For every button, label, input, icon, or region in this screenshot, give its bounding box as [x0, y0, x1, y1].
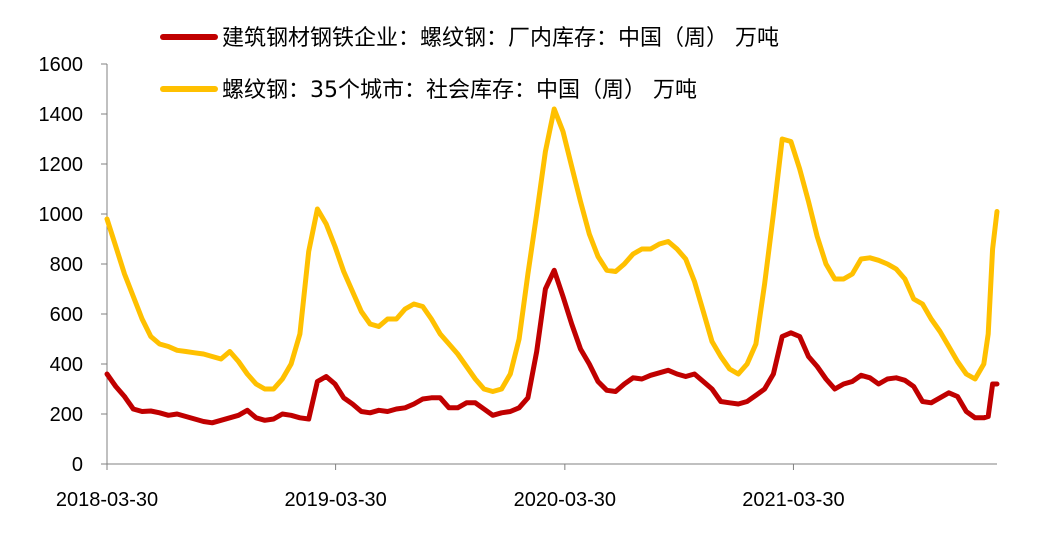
y-tick-label: 1400	[39, 104, 84, 126]
y-tick-label: 600	[50, 304, 83, 326]
x-tick-label: 2020-03-30	[514, 489, 616, 511]
legend: 建筑钢材钢铁企业：螺纹钢：厂内库存：中国（周） 万吨 螺纹钢：35个城市：社会库…	[160, 26, 779, 103]
axes	[101, 63, 997, 470]
y-tick-label: 400	[50, 354, 83, 376]
y-tick-label: 800	[50, 254, 83, 276]
series-line-2	[104, 106, 1000, 394]
x-tick-label: 2019-03-30	[284, 489, 386, 511]
y-tick-label: 0	[72, 454, 83, 476]
legend-label-series-2: 螺纹钢：35个城市：社会库存：中国（周） 万吨	[222, 78, 697, 103]
legend-item-series-2: 螺纹钢：35个城市：社会库存：中国（周） 万吨	[160, 78, 697, 103]
y-tick-label: 200	[50, 404, 83, 426]
series-lines	[104, 106, 1000, 426]
series-line-1	[104, 267, 1000, 426]
y-tick-label: 1200	[39, 154, 84, 176]
y-tick-label: 1000	[39, 204, 84, 226]
x-tick-label: 2021-03-30	[742, 489, 844, 511]
legend-label-series-1: 建筑钢材钢铁企业：螺纹钢：厂内库存：中国（周） 万吨	[222, 26, 779, 51]
y-tick-label: 1600	[39, 54, 84, 76]
x-tick-label: 2018-03-30	[56, 489, 158, 511]
tick-labels: 0 200 400 600 800 1000 1200 1400 1600 2018-03-30 2…	[39, 54, 845, 511]
legend-item-series-1: 建筑钢材钢铁企业：螺纹钢：厂内库存：中国（周） 万吨	[160, 26, 779, 51]
